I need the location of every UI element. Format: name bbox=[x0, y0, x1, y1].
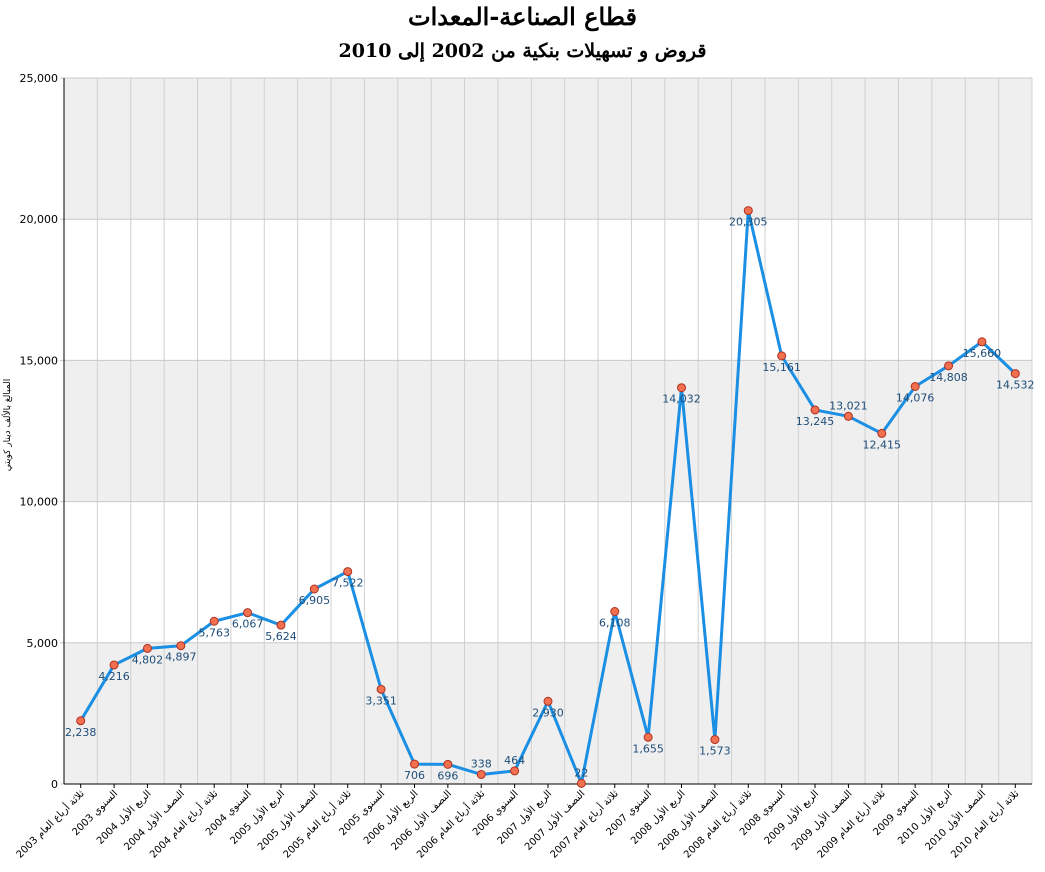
data-point bbox=[476, 769, 486, 779]
y-tick-label: 25,000 bbox=[20, 72, 59, 85]
data-point bbox=[176, 641, 186, 651]
data-label: 4,897 bbox=[165, 651, 197, 664]
data-point bbox=[777, 351, 787, 361]
data-label: 6,108 bbox=[599, 617, 631, 630]
data-point bbox=[142, 643, 152, 653]
data-label: 1,655 bbox=[632, 742, 664, 755]
data-label: 22 bbox=[574, 766, 588, 779]
data-label: 13,021 bbox=[829, 399, 868, 412]
data-point bbox=[677, 383, 687, 393]
x-tick-label: النصف الأول 2005 bbox=[255, 787, 321, 853]
data-point bbox=[944, 361, 954, 371]
data-point bbox=[543, 696, 553, 706]
data-label: 1,573 bbox=[699, 745, 731, 758]
data-label: 15,660 bbox=[963, 347, 1002, 360]
data-point bbox=[810, 405, 820, 415]
data-point bbox=[877, 428, 887, 438]
data-label: 15,161 bbox=[762, 361, 801, 374]
data-point bbox=[977, 337, 987, 347]
x-tick-label: النصف الأول 2004 bbox=[121, 787, 187, 853]
data-label: 13,245 bbox=[796, 415, 835, 428]
chart-title: قطاع الصناعة-المعدات bbox=[408, 2, 637, 31]
x-tick-label: النصف الأول 2007 bbox=[522, 787, 588, 853]
data-label: 464 bbox=[504, 754, 525, 767]
data-label: 4,216 bbox=[98, 670, 130, 683]
data-point bbox=[643, 732, 653, 742]
x-tick-label: النصف الأول 2006 bbox=[388, 787, 454, 853]
data-point bbox=[910, 381, 920, 391]
data-label: 5,624 bbox=[265, 630, 297, 643]
data-point bbox=[710, 735, 720, 745]
y-tick-label: 20,000 bbox=[20, 213, 59, 226]
data-point bbox=[76, 716, 86, 726]
data-label: 4,802 bbox=[132, 653, 164, 666]
grid-band bbox=[64, 78, 1032, 220]
data-label: 14,808 bbox=[929, 371, 968, 384]
data-label: 14,076 bbox=[896, 391, 935, 404]
data-label: 338 bbox=[471, 757, 492, 770]
data-point bbox=[510, 766, 520, 776]
data-point bbox=[109, 660, 119, 670]
y-tick-label: 15,000 bbox=[20, 354, 59, 367]
data-label: 6,067 bbox=[232, 618, 264, 631]
data-point bbox=[309, 584, 319, 594]
data-label: 14,032 bbox=[662, 393, 701, 406]
grid-band bbox=[64, 360, 1032, 502]
data-label: 2,238 bbox=[65, 726, 97, 739]
grid-band bbox=[64, 642, 1032, 784]
data-point bbox=[376, 684, 386, 694]
y-tick-label: 0 bbox=[51, 778, 58, 791]
data-point bbox=[743, 206, 753, 216]
data-label: 2,930 bbox=[532, 706, 564, 719]
data-label: 14,532 bbox=[996, 379, 1035, 392]
data-label: 3,351 bbox=[365, 694, 397, 707]
data-label: 7,522 bbox=[332, 577, 364, 590]
data-point bbox=[276, 620, 286, 630]
data-label: 706 bbox=[404, 769, 425, 782]
data-point bbox=[343, 567, 353, 577]
x-tick-label: النصف الأول 2010 bbox=[922, 787, 988, 853]
data-point bbox=[1010, 369, 1020, 379]
data-label: 12,415 bbox=[863, 438, 902, 451]
data-point bbox=[209, 616, 219, 626]
data-point bbox=[409, 759, 419, 769]
y-tick-label: 10,000 bbox=[20, 496, 59, 509]
data-label: 6,905 bbox=[299, 594, 331, 607]
x-tick-label: النصف الأول 2008 bbox=[655, 787, 721, 853]
data-point bbox=[443, 759, 453, 769]
x-tick-label: النصف الأول 2009 bbox=[789, 787, 855, 853]
data-label: 696 bbox=[437, 769, 458, 782]
y-tick-label: 5,000 bbox=[27, 637, 59, 650]
data-point bbox=[843, 411, 853, 421]
data-label: 5,763 bbox=[198, 626, 230, 639]
data-point bbox=[610, 607, 620, 617]
chart-subtitle: قروض و تسهيلات بنكية من 2002 إلى 2010 bbox=[338, 40, 707, 62]
data-point bbox=[576, 778, 586, 788]
data-point bbox=[243, 608, 253, 618]
data-label: 20,305 bbox=[729, 216, 768, 229]
